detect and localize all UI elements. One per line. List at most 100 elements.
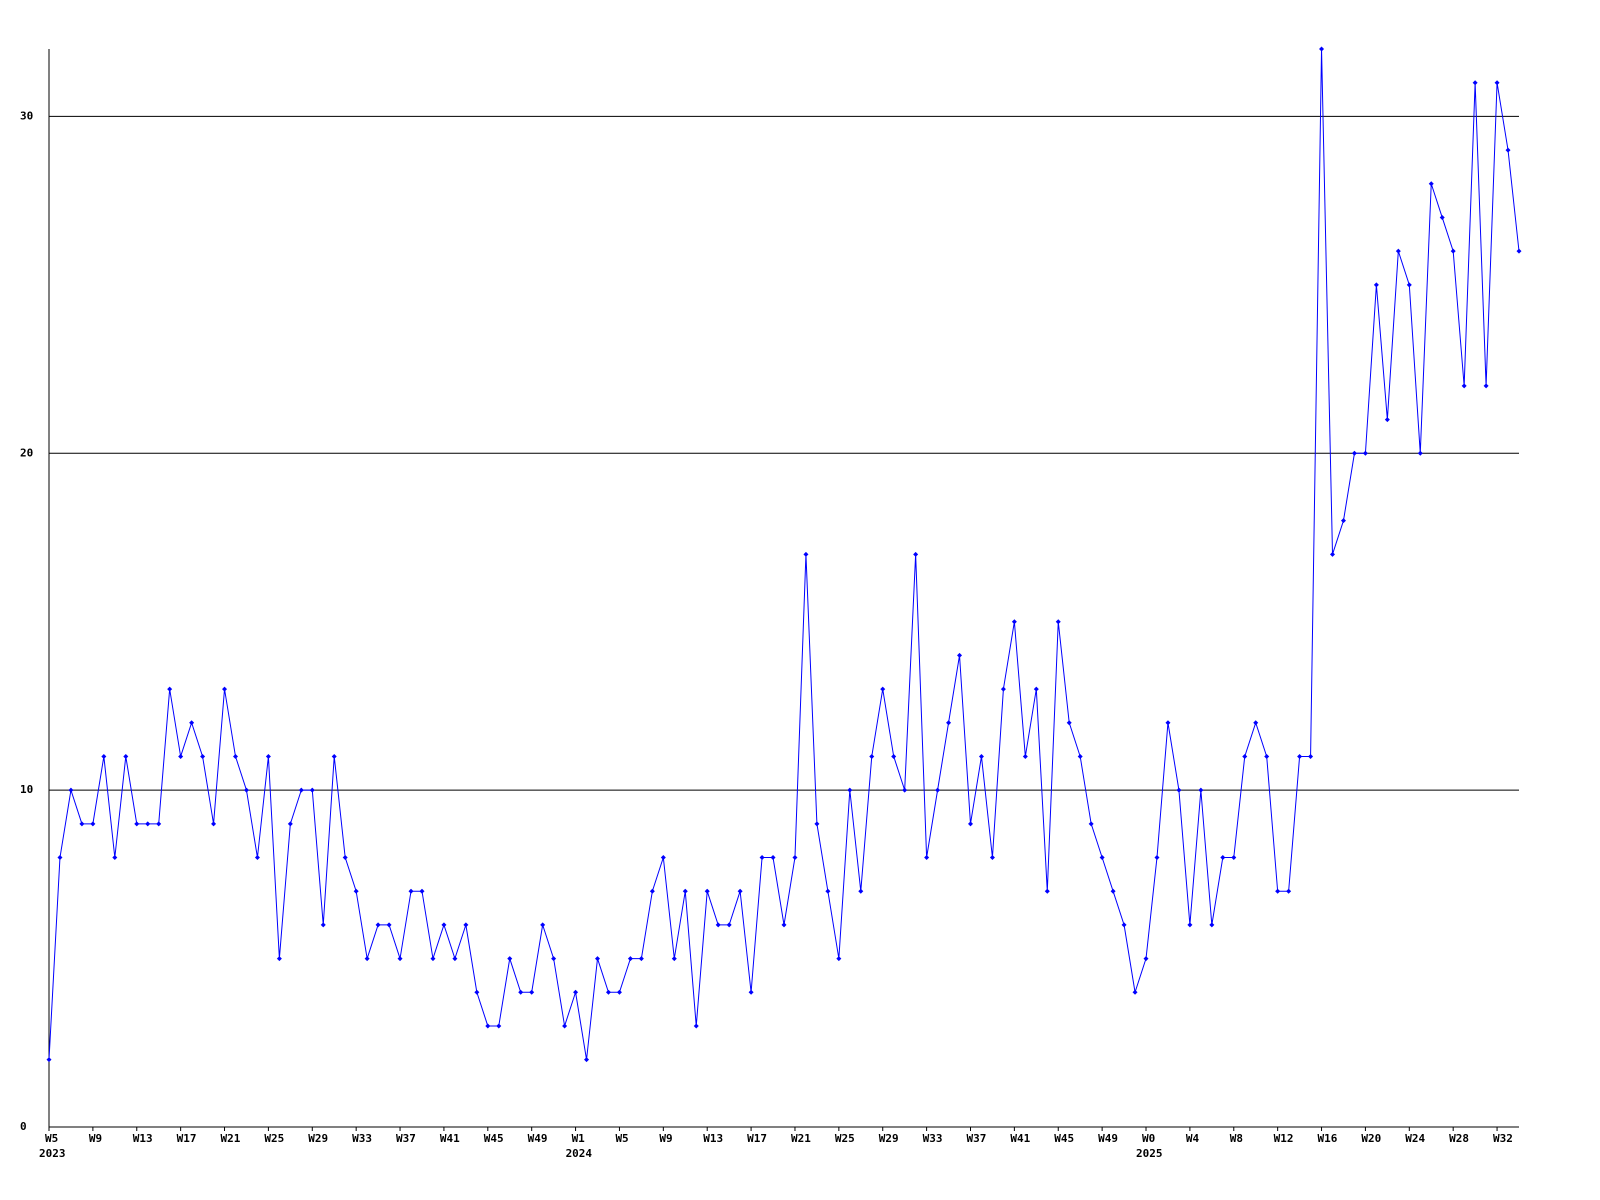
x-tick-label: W5	[615, 1132, 628, 1145]
data-point	[1209, 922, 1215, 928]
data-point	[660, 855, 666, 860]
x-tick-label: W29	[879, 1132, 899, 1145]
data-point	[1000, 686, 1006, 692]
data-point	[529, 989, 535, 995]
x-tick-label: W45	[1054, 1132, 1074, 1145]
x-tick-label: W32	[1493, 1132, 1513, 1145]
data-point	[627, 956, 633, 962]
data-point	[1330, 551, 1336, 557]
x-tick-label: W49	[1098, 1132, 1118, 1145]
data-point	[408, 888, 414, 894]
data-point	[309, 787, 315, 793]
data-point	[595, 956, 601, 962]
x-tick-label: W9	[659, 1132, 672, 1145]
data-point	[704, 888, 710, 894]
data-point	[814, 821, 820, 827]
data-point	[1088, 821, 1094, 827]
data-point	[200, 753, 206, 759]
data-point	[79, 821, 85, 827]
data-point	[1395, 248, 1401, 254]
data-point	[1351, 450, 1357, 456]
data-point	[540, 922, 546, 928]
data-point	[1516, 248, 1522, 254]
data-point	[616, 989, 622, 995]
data-point	[331, 753, 337, 759]
data-point	[562, 1023, 568, 1029]
data-point	[1428, 181, 1434, 187]
data-point	[715, 922, 721, 928]
data-point	[638, 956, 644, 962]
data-point	[836, 956, 842, 962]
data-point	[902, 787, 908, 793]
data-point	[649, 888, 655, 894]
data-point	[189, 720, 195, 726]
x-tick-label: W21	[791, 1132, 811, 1145]
x-tick-label: W9	[89, 1132, 102, 1145]
data-point	[1253, 720, 1259, 726]
data-point	[254, 855, 260, 860]
x-tick-label: W20	[1361, 1132, 1381, 1145]
y-tick-label: 0	[20, 1120, 27, 1133]
data-point	[364, 956, 370, 962]
x-tick-label: W1	[572, 1132, 586, 1145]
x-tick-label: W25	[835, 1132, 855, 1145]
data-point	[1340, 518, 1346, 524]
data-point	[605, 989, 611, 995]
data-point	[1011, 619, 1017, 625]
data-point	[913, 551, 919, 557]
x-tick-label: W8	[1230, 1132, 1243, 1145]
x-tick-label: W5	[45, 1132, 58, 1145]
data-point	[1319, 46, 1325, 52]
data-point	[978, 753, 984, 759]
x-tick-label: W12	[1274, 1132, 1294, 1145]
data-point	[924, 855, 930, 860]
data-point	[386, 922, 392, 928]
data-point	[276, 956, 282, 962]
data-point	[485, 1023, 491, 1029]
data-point	[1198, 787, 1204, 793]
data-point	[1077, 753, 1083, 759]
x-tick-label: W28	[1449, 1132, 1469, 1145]
data-point	[123, 753, 129, 759]
data-point	[1044, 888, 1050, 894]
data-point	[1099, 855, 1105, 860]
data-point	[342, 855, 348, 860]
data-point	[298, 787, 304, 793]
data-point	[957, 652, 963, 658]
data-point	[1165, 720, 1171, 726]
data-point	[178, 753, 184, 759]
data-point	[935, 787, 941, 793]
data-point	[1176, 787, 1182, 793]
data-point	[222, 686, 228, 692]
data-point	[1110, 888, 1116, 894]
data-point	[1483, 383, 1489, 389]
x-tick-label: W41	[1010, 1132, 1030, 1145]
data-point	[441, 922, 447, 928]
data-point	[1472, 80, 1478, 86]
data-point	[869, 753, 875, 759]
x-tick-label: W49	[528, 1132, 548, 1145]
data-point	[68, 787, 74, 793]
data-point	[397, 956, 403, 962]
data-point	[1308, 753, 1314, 759]
data-point	[671, 956, 677, 962]
year-label: 2024	[566, 1147, 593, 1160]
y-tick-label: 10	[20, 783, 33, 796]
data-point	[1406, 282, 1412, 288]
data-line	[48, 48, 1520, 1060]
data-point	[353, 888, 359, 894]
data-point	[156, 821, 162, 827]
data-point	[847, 787, 853, 793]
data-point	[803, 551, 809, 557]
year-label: 2023	[39, 1147, 66, 1160]
data-point	[1373, 282, 1379, 288]
data-point	[1461, 383, 1467, 389]
x-tick-label: W24	[1405, 1132, 1425, 1145]
data-point	[1132, 989, 1138, 995]
data-point	[891, 753, 897, 759]
data-point	[1494, 80, 1500, 86]
data-point	[1121, 922, 1127, 928]
data-point	[770, 855, 776, 860]
data-point	[1033, 686, 1039, 692]
